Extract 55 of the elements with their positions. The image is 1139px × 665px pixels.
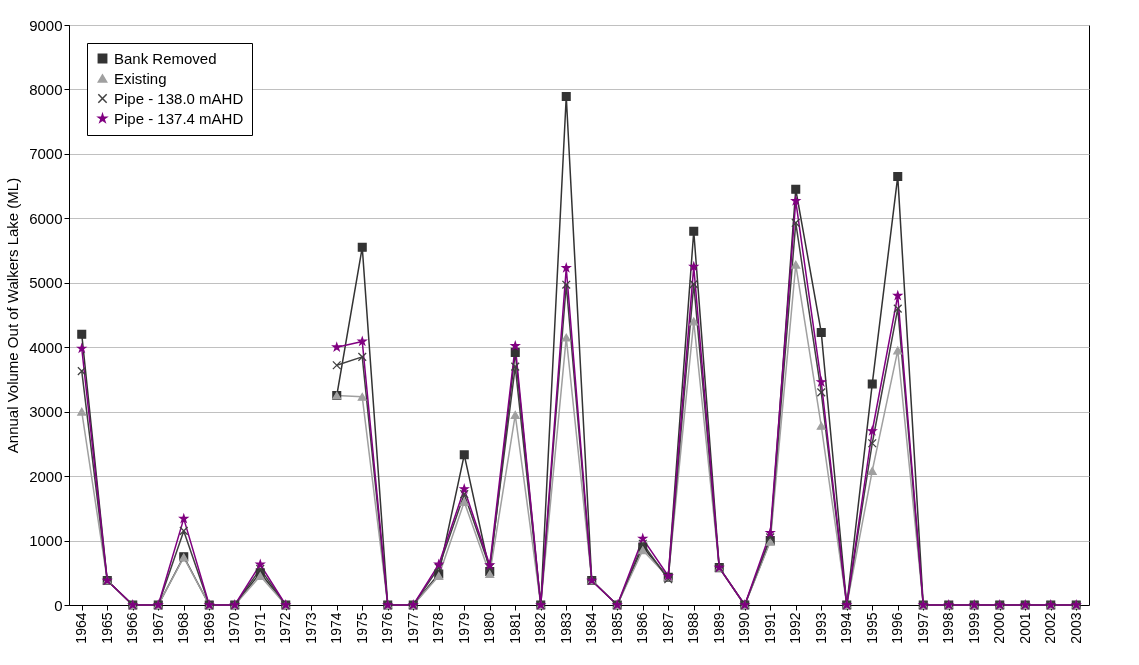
y-tick-label: 5000 — [29, 274, 63, 292]
x-tick-label: 1970 — [226, 612, 243, 644]
x-tick-label: 1990 — [736, 612, 753, 644]
y-tick-label: 3000 — [29, 403, 63, 421]
x-tick-label: 1973 — [302, 612, 319, 644]
y-tick-label: 6000 — [29, 209, 63, 227]
x-tick-label: 1996 — [889, 612, 906, 644]
x-tick-label: 1995 — [863, 612, 880, 644]
x-tick-label: 1986 — [634, 612, 651, 644]
y-tick-label: 1000 — [29, 532, 63, 550]
x-tick-label: 1976 — [379, 612, 396, 644]
x-tick-label: 1981 — [506, 612, 523, 644]
legend-label: Bank Removed — [114, 49, 217, 67]
x-tick-label: 1993 — [812, 612, 829, 644]
y-tick-label: 9000 — [29, 16, 63, 34]
x-tick-label: 1978 — [430, 612, 447, 644]
y-tick-label: 7000 — [29, 145, 63, 163]
x-tick-label: 1974 — [328, 612, 345, 644]
x-tick-label: 1980 — [481, 612, 498, 644]
x-tick-label: 1982 — [532, 612, 549, 644]
x-tick-label: 1964 — [73, 612, 90, 644]
x-tick-label: 1992 — [787, 612, 804, 644]
x-tick-label: 2001 — [1016, 612, 1033, 644]
x-tick-label: 1972 — [277, 612, 294, 644]
legend-label: Pipe - 138.0 mAHD — [114, 89, 244, 107]
x-tick-label: 2000 — [991, 612, 1008, 644]
legend-label: Pipe - 137.4 mAHD — [114, 109, 244, 127]
x-tick-label: 1999 — [965, 612, 982, 644]
x-tick-label: 1971 — [251, 612, 268, 644]
x-tick-label: 1985 — [608, 612, 625, 644]
x-tick-label: 1968 — [175, 612, 192, 644]
x-tick-label: 2002 — [1042, 612, 1059, 644]
y-tick-label: 4000 — [29, 338, 63, 356]
x-tick-label: 1977 — [404, 612, 421, 644]
x-tick-label: 1984 — [583, 612, 600, 644]
x-tick-label: 1989 — [710, 612, 727, 644]
y-tick-label: 0 — [54, 596, 63, 614]
x-tick-label: 1987 — [659, 612, 676, 644]
y-tick-label: 2000 — [29, 467, 63, 485]
x-tick-label: 1967 — [149, 612, 166, 644]
x-tick-label: 1979 — [455, 612, 472, 644]
legend-label: Existing — [114, 69, 167, 87]
y-tick-label: 8000 — [29, 80, 63, 98]
x-tick-label: 1966 — [124, 612, 141, 644]
x-tick-label: 1965 — [98, 612, 115, 644]
x-tick-label: 1969 — [200, 612, 217, 644]
x-tick-label: 1988 — [685, 612, 702, 644]
x-tick-label: 1983 — [557, 612, 574, 644]
x-tick-label: 1998 — [940, 612, 957, 644]
y-axis-title: Annual Volume Out of Walkers Lake (ML) — [4, 177, 22, 454]
x-tick-label: 1997 — [914, 612, 931, 644]
x-tick-label: 2003 — [1067, 612, 1084, 644]
x-tick-label: 1975 — [353, 612, 370, 644]
x-tick-label: 1994 — [838, 612, 855, 644]
x-tick-label: 1991 — [761, 612, 778, 644]
